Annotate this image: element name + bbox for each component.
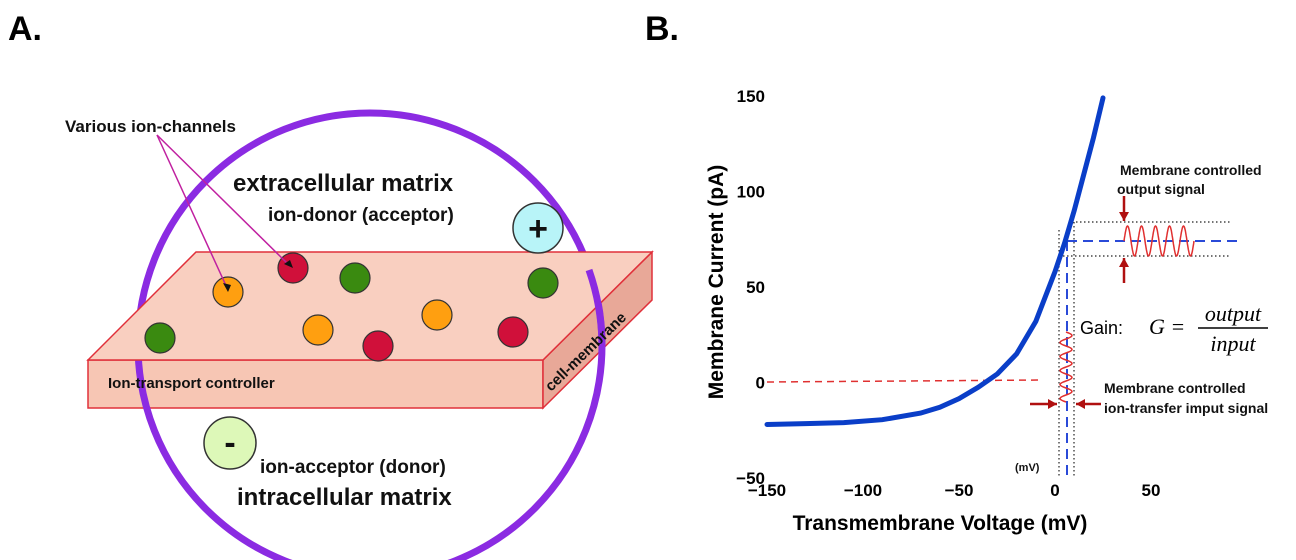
ion-channel-orange (302, 314, 334, 346)
ion-channel-green (144, 322, 176, 354)
iv-chart: −150 −100 −50 0 50 −50 0 50 100 150 Transmembrane… (705, 87, 1243, 535)
input-right-arrow-head (1076, 399, 1085, 409)
output-bottom-arrow-head (1119, 258, 1129, 267)
x-tick-label: −50 (945, 481, 974, 500)
y-tick-label: 100 (737, 183, 765, 202)
pointer-arrowhead (223, 283, 231, 292)
x-axis-title: Transmembrane Voltage (mV) (793, 512, 1088, 535)
pointer-line (156, 134, 229, 291)
input-label-line1: Membrane controlled (1104, 380, 1246, 396)
y-tick-label: 150 (737, 87, 765, 106)
controller-label: Ion-transport controller (108, 375, 275, 392)
ion-channel-red (362, 330, 394, 362)
output-label-line1: Membrane controlled (1120, 162, 1262, 178)
ion-channel-orange (421, 299, 453, 331)
positive-ion (512, 202, 564, 254)
donor-label: ion-donor (acceptor) (268, 205, 454, 226)
mv-unit-label: (mV) (1015, 462, 1040, 474)
series-line-iv-curve (764, 95, 1106, 427)
plus-sign: + (528, 210, 548, 248)
axis-ticks: −150 −100 −50 0 50 −50 0 50 100 150 (736, 87, 1160, 500)
y-axis-title: Membrane Current (pA) (705, 165, 728, 400)
panel-b-label: B. (645, 10, 679, 48)
extracellular-label: extracellular matrix (233, 170, 454, 197)
intracellular-label: intracellular matrix (237, 484, 452, 511)
y-tick-label: −50 (736, 469, 765, 488)
minus-sign: - (224, 424, 235, 462)
input-label-line2: ion-transfer imput signal (1104, 400, 1268, 416)
ion-channel-green (527, 267, 559, 299)
pointer-line (156, 134, 291, 267)
output-top-arrow-head (1119, 212, 1129, 221)
ion-channel-red (497, 316, 529, 348)
x-tick-label: −150 (748, 481, 786, 500)
channel-pointers (156, 134, 291, 291)
y-tick-label: 50 (746, 278, 765, 297)
panel-a-label: A. (8, 10, 42, 48)
x-tick-label: 0 (1050, 481, 1059, 500)
gain-label: Gain: (1080, 318, 1123, 338)
gain-denominator: input (1210, 331, 1256, 356)
y-tick-label: 0 (756, 374, 765, 393)
gain-numerator: output (1205, 301, 1262, 326)
zero-current-line (766, 379, 1043, 383)
x-tick-label: 50 (1142, 481, 1161, 500)
panel-a: A. Various ion-channels extracellular ma… (8, 10, 654, 560)
output-signal-wave (1123, 225, 1195, 257)
input-left-arrow-head (1048, 399, 1057, 409)
input-signal-wave (1059, 331, 1073, 403)
pointer-arrowhead (284, 260, 293, 268)
panel-b: B. −150 −100 −50 0 50 −50 0 50 100 150 Transmembr… (645, 10, 1268, 535)
gain-lhs: G = (1149, 314, 1185, 339)
ion-channel-green (339, 262, 371, 294)
acceptor-label: ion-acceptor (donor) (260, 457, 446, 478)
output-label-line2: output signal (1117, 181, 1205, 197)
x-tick-label: −100 (844, 481, 882, 500)
chart-annotations (766, 196, 1243, 478)
negative-ion (203, 416, 257, 470)
channels-label: Various ion-channels (65, 117, 236, 136)
cell-boundary-arc-front (585, 268, 606, 346)
